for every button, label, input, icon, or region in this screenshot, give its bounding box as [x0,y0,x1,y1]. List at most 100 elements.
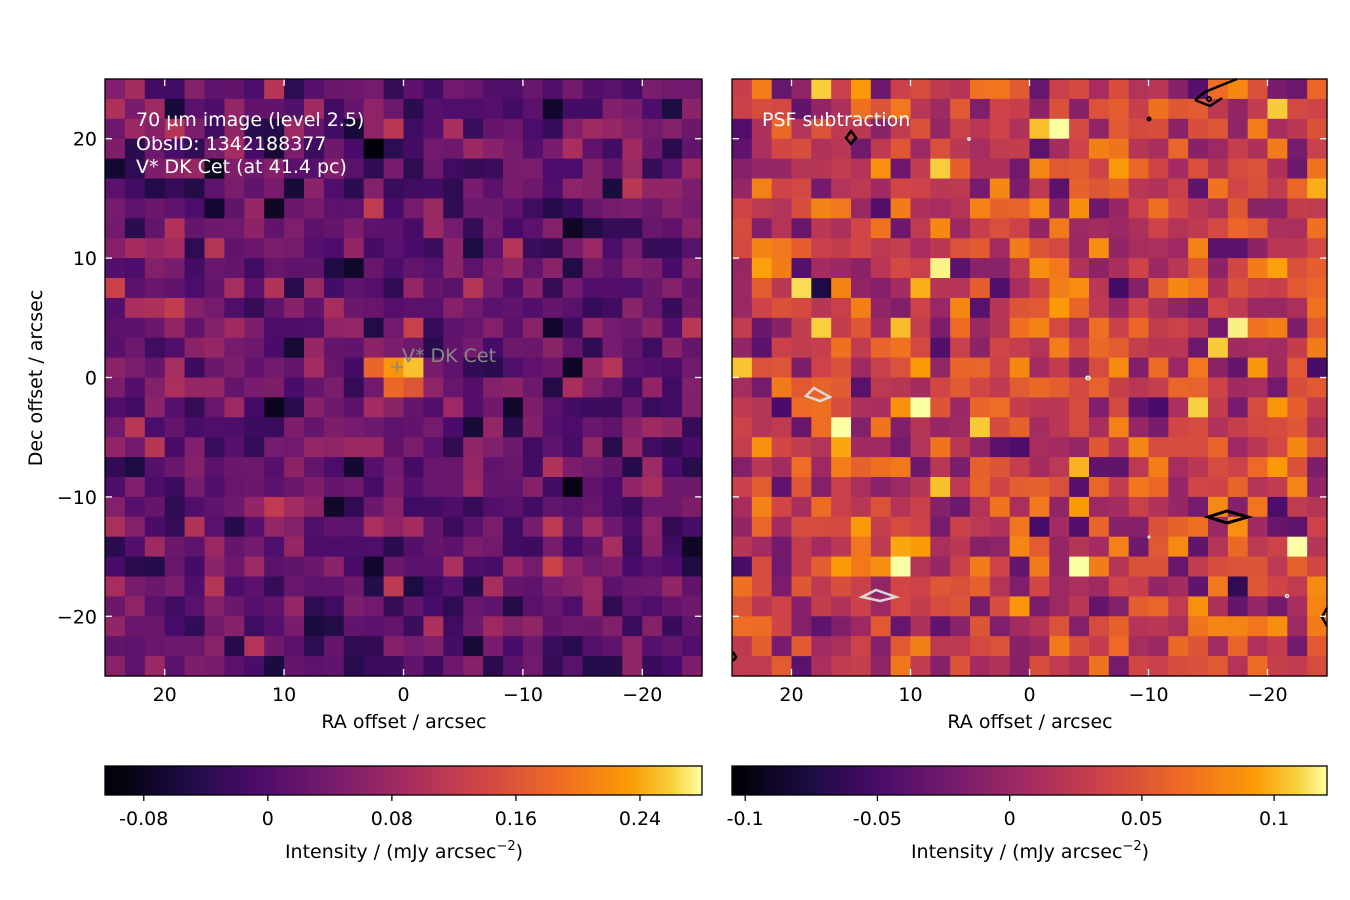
heatmap-cell [144,477,166,498]
heatmap-cell [184,656,206,677]
heatmap-cell [950,79,971,100]
contour-positive [1320,607,1329,627]
heatmap-cell [1168,596,1189,617]
heatmap-cell [204,98,225,120]
heatmap-cell [383,417,405,438]
heatmap-cell [910,616,931,637]
heatmap-cell [1009,357,1031,379]
heatmap-cell [950,118,971,140]
heatmap-cell [642,636,663,657]
heatmap-cell [144,377,166,398]
x-tick-label: 10 [898,684,922,706]
heatmap-cell [1307,496,1328,518]
heatmap-cell [732,596,753,617]
heatmap-cell [791,516,812,538]
heatmap-cell [1128,536,1150,558]
heatmap-cell [423,656,444,677]
heatmap-cell [562,118,584,140]
heatmap-cell [1148,457,1169,478]
heatmap-cell [1247,178,1269,199]
heatmap-cell [1267,98,1288,120]
heatmap-cell [343,477,365,498]
heatmap-cell [1128,457,1150,478]
heatmap-cell [463,337,484,359]
heatmap-cell [522,158,544,180]
heatmap-cell [144,158,166,180]
heatmap-cell [105,656,126,677]
heatmap-cell [304,556,325,578]
heatmap-cell [1148,337,1169,359]
y-tick-label: −10 [57,487,97,509]
heatmap-cell [970,198,991,219]
heatmap-cell [1069,178,1090,199]
heatmap-cell [204,317,225,339]
heatmap-cell [851,238,872,259]
heatmap-cell [204,337,225,359]
heatmap-cell [483,477,504,498]
heatmap-cell [851,576,872,597]
colorbar-tick-label: 0.08 [371,808,413,830]
heatmap-cell [1247,198,1269,219]
heatmap-cell [1009,576,1031,597]
heatmap-cell [870,377,892,398]
heatmap-cell [423,337,444,359]
heatmap-cell [522,496,544,518]
heatmap-cell [463,437,484,458]
heatmap-cell [1108,417,1130,438]
heatmap-cell [1049,397,1070,418]
heatmap-cell [1128,397,1150,418]
heatmap-cell [682,297,703,319]
contour-positive [731,651,738,662]
heatmap-cell [831,357,852,379]
heatmap-cell [602,198,623,219]
heatmap-cell [602,178,623,199]
heatmap-cell [910,98,931,120]
heatmap-cell [890,536,912,558]
heatmap-cell [1247,258,1269,279]
heatmap-cell [870,437,892,458]
heatmap-cell [682,258,703,279]
heatmap-cell [383,556,405,578]
heatmap-cell [910,496,931,518]
heatmap-cell [662,178,683,199]
heatmap-cell [622,218,643,239]
heatmap-cell [264,377,285,398]
heatmap-cell [831,278,852,299]
heatmap-cell [124,79,146,100]
heatmap-cell [323,297,345,319]
heatmap-cell [970,636,991,657]
heatmap-cell [423,477,444,498]
heatmap-cell [851,397,872,418]
heatmap-cell [284,616,305,637]
heatmap-cell [811,656,832,677]
heatmap-cell [1089,337,1110,359]
heatmap-cell [184,556,206,578]
heatmap-cell [831,337,852,359]
x-tick-label: −10 [503,684,543,706]
heatmap-cell [184,138,206,160]
heatmap-cell [1049,516,1070,538]
heatmap-cell [831,616,852,637]
heatmap-cell [870,477,892,498]
heatmap-cell [1089,238,1110,259]
heatmap-cell [323,397,345,418]
heatmap-cell [105,198,126,219]
heatmap-cell [950,138,971,160]
heatmap-cell [1049,297,1070,319]
heatmap-cell [224,397,245,418]
heatmap-cell [1029,258,1050,279]
heatmap-cell [522,118,544,140]
heatmap-cell [1009,138,1031,160]
heatmap-cell [483,258,504,279]
heatmap-cell [542,616,564,637]
heatmap-cell [950,596,971,617]
heatmap-cell [930,118,951,140]
heatmap-cell [1208,178,1229,199]
heatmap-cell [682,278,703,299]
heatmap-cell [732,457,753,478]
heatmap-cell [831,397,852,418]
heatmap-cell [483,636,504,657]
heatmap-cell [1029,457,1050,478]
heatmap-cell [562,278,584,299]
heatmap-cell [732,516,753,538]
